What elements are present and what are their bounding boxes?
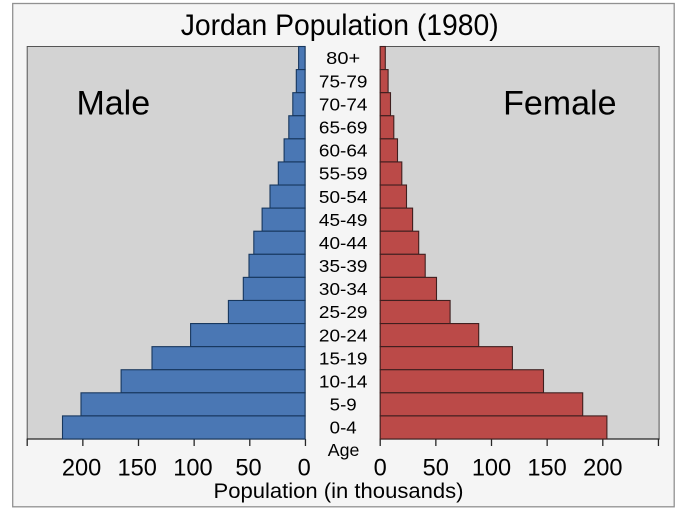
svg-text:Male: Male (76, 85, 150, 123)
svg-text:35-39: 35-39 (319, 256, 368, 276)
svg-text:Population (in thousands): Population (in thousands) (214, 480, 464, 503)
svg-text:150: 150 (118, 456, 157, 482)
svg-text:100: 100 (173, 456, 212, 482)
svg-text:55-59: 55-59 (319, 164, 368, 184)
svg-text:Jordan Population (1980): Jordan Population (1980) (181, 9, 499, 42)
svg-text:70-74: 70-74 (319, 94, 368, 114)
svg-text:40-44: 40-44 (319, 233, 368, 253)
svg-text:Age: Age (328, 440, 360, 460)
svg-text:100: 100 (472, 456, 511, 482)
svg-text:50: 50 (235, 456, 261, 482)
svg-text:0-4: 0-4 (330, 418, 357, 438)
svg-text:200: 200 (583, 456, 622, 482)
svg-text:150: 150 (527, 456, 566, 482)
svg-text:65-69: 65-69 (319, 118, 368, 138)
svg-text:75-79: 75-79 (319, 71, 368, 91)
svg-text:5-9: 5-9 (330, 395, 357, 415)
svg-text:60-64: 60-64 (319, 141, 368, 161)
svg-text:25-29: 25-29 (319, 302, 368, 322)
svg-text:Female: Female (503, 85, 616, 123)
svg-text:0: 0 (298, 456, 311, 482)
svg-text:0: 0 (374, 456, 387, 482)
svg-text:200: 200 (62, 456, 101, 482)
svg-text:15-19: 15-19 (319, 348, 368, 368)
svg-text:20-24: 20-24 (319, 325, 368, 345)
svg-text:45-49: 45-49 (319, 210, 368, 230)
svg-text:30-34: 30-34 (319, 279, 368, 299)
svg-text:50: 50 (423, 456, 449, 482)
svg-text:50-54: 50-54 (319, 187, 368, 207)
svg-text:10-14: 10-14 (319, 372, 368, 392)
svg-text:80+: 80+ (326, 48, 360, 68)
